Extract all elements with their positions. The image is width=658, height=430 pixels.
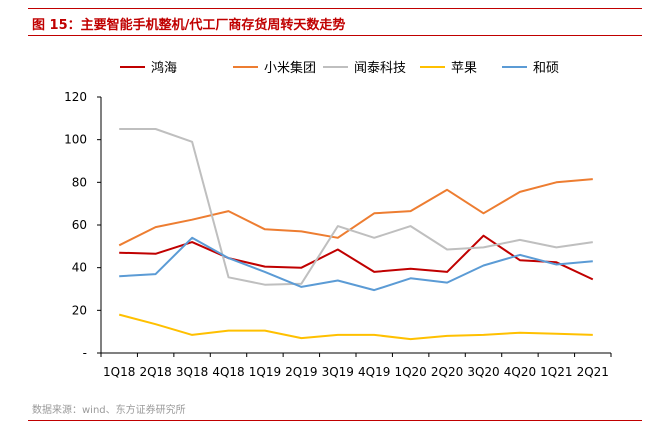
y-tick-label: -	[83, 346, 87, 360]
x-tick-label: 4Q20	[504, 365, 536, 379]
y-tick-label: 40	[72, 261, 87, 275]
series-line-鸿海	[119, 234, 594, 281]
y-tick-label: 80	[72, 175, 87, 189]
x-tick-label: 2Q21	[577, 365, 609, 379]
legend-label: 闻泰科技	[354, 61, 406, 76]
series-line-闻泰科技	[119, 128, 593, 286]
x-tick-label: 1Q19	[249, 365, 281, 379]
header-bottom-rule	[28, 35, 642, 36]
chart-legend: 鸿海 小米集团 闻泰科技 苹果 和硕	[120, 60, 559, 76]
y-tick-label: 100	[64, 133, 87, 147]
legend-label: 小米集团	[264, 60, 316, 76]
chart-series	[118, 128, 594, 341]
x-tick-label: 1Q18	[103, 365, 135, 379]
series-line-和硕	[119, 236, 593, 292]
x-tick-label: 2Q19	[285, 365, 317, 379]
y-tick-label: 60	[72, 218, 87, 232]
x-tick-label: 3Q18	[176, 365, 208, 379]
x-tick-label: 2Q18	[139, 365, 171, 379]
series-line-小米集团	[118, 178, 593, 247]
chart-axes: - 20 40 60 80 100 120 1Q18 2Q18 3Q18 4Q18 1Q19 2Q19 3…	[64, 90, 612, 379]
legend-label: 和硕	[533, 61, 559, 76]
x-tick-label: 1Q20	[394, 365, 426, 379]
y-tick-label: 120	[64, 90, 87, 104]
legend-label: 鸿海	[151, 60, 177, 76]
data-source-note: 数据来源：wind、东方证券研究所	[32, 405, 186, 416]
header-top-rule	[28, 8, 642, 9]
figure-title: 图 15：主要智能手机整机/代工厂商存货周转天数走势	[32, 18, 346, 33]
legend-label: 苹果	[451, 61, 477, 76]
x-tick-label: 4Q18	[212, 365, 244, 379]
x-tick-label: 2Q20	[431, 365, 463, 379]
footer-rule	[28, 420, 642, 421]
x-tick-label: 1Q21	[540, 365, 572, 379]
x-tick-label: 4Q19	[358, 365, 390, 379]
y-tick-label: 20	[72, 303, 87, 317]
x-tick-label: 3Q20	[467, 365, 499, 379]
x-tick-label: 3Q19	[322, 365, 354, 379]
series-line-苹果	[118, 313, 593, 341]
